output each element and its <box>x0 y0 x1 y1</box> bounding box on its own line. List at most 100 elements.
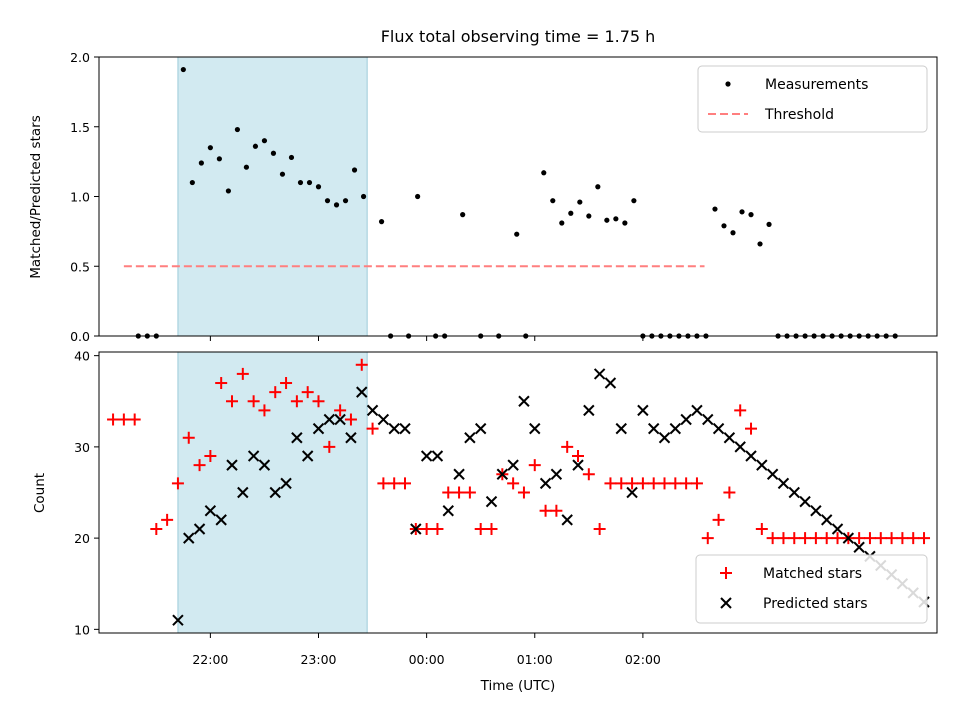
matched-star-marker <box>150 522 163 535</box>
x-axis-label: Time (UTC) <box>480 678 556 694</box>
matched-star-marker <box>107 413 120 426</box>
predicted-star-marker <box>615 422 627 435</box>
matched-star-marker <box>388 477 401 490</box>
matched-star-marker <box>377 477 390 490</box>
top-panel: 0.00.51.01.52.0 Matched/Predicted stars … <box>28 50 938 344</box>
bottom-observing-window-shade <box>177 352 368 633</box>
measurement-point <box>739 209 745 215</box>
top-axes-frame <box>98 56 938 337</box>
matched-star-marker <box>290 395 303 408</box>
matched-star-marker <box>647 477 660 490</box>
matched-star-marker <box>334 404 347 417</box>
matched-star-marker <box>399 477 412 490</box>
predicted-star-marker <box>485 495 498 508</box>
predicted-star-marker <box>431 450 444 462</box>
predicted-star-marker <box>583 404 595 417</box>
bottom-y-tick-label: 30 <box>74 440 90 455</box>
matched-star-marker <box>507 477 520 490</box>
measurement-point <box>252 143 259 149</box>
matched-star-marker <box>431 522 444 535</box>
measurement-point <box>189 179 195 186</box>
predicted-star-marker <box>301 450 314 462</box>
matched-star-marker <box>539 504 552 517</box>
measurement-point <box>622 220 628 226</box>
predicted-star-marker <box>518 395 530 407</box>
matched-star-marker <box>420 522 433 535</box>
predicted-star-marker <box>853 541 865 553</box>
top-observing-window-shade <box>177 57 368 336</box>
predicted-star-marker <box>474 422 487 435</box>
predicted-star-marker <box>831 523 844 535</box>
predicted-star-marker <box>323 413 336 426</box>
predicted-star-marker <box>723 432 736 444</box>
matched-star-marker <box>636 477 649 490</box>
x-tick-label: 22:00 <box>192 652 228 667</box>
matched-star-marker <box>896 532 909 545</box>
predicted-star-marker <box>658 432 671 444</box>
matched-star-marker <box>885 532 898 545</box>
predicted-star-marker <box>280 477 292 490</box>
matched-star-marker <box>463 486 476 499</box>
measurement-point <box>712 206 718 212</box>
predicted-star-marker <box>626 486 638 499</box>
top-y-tick-label: 2.0 <box>70 50 90 65</box>
matched-star-marker <box>669 477 682 490</box>
legend-predicted-marker <box>720 597 732 609</box>
matched-star-marker <box>723 486 736 499</box>
matched-star-marker <box>734 404 747 417</box>
predicted-star-marker <box>356 386 368 398</box>
bottom-axes-frame <box>98 351 938 634</box>
matched-star-marker <box>701 532 714 545</box>
matched-star-marker <box>355 358 368 371</box>
matched-star-marker <box>712 513 725 526</box>
measurement-point <box>766 221 772 227</box>
top-y-ticks: 0.0 0.5 1.0 1.5 2.0 <box>70 50 99 344</box>
legend-predicted-label: Predicted stars <box>763 596 868 612</box>
matched-star-marker <box>799 532 812 545</box>
measurement-point <box>378 219 385 225</box>
matched-star-marker <box>312 395 325 408</box>
matched-star-marker <box>766 532 779 545</box>
bottom-legend-box <box>695 554 928 624</box>
predicted-star-marker <box>691 404 703 417</box>
measurement-point <box>748 212 754 218</box>
matched-star-marker <box>572 450 585 463</box>
predicted-star-marker <box>258 459 271 471</box>
bottom-y-tick-label: 10 <box>74 622 90 637</box>
predicted-star-marker <box>745 450 757 462</box>
predicted-star-marker <box>799 495 811 508</box>
measurement-point <box>279 171 286 177</box>
matched-star-marker <box>204 450 217 463</box>
measurement-point <box>577 199 583 205</box>
predicted-star-marker <box>669 422 682 435</box>
predicted-star-marker <box>399 422 411 435</box>
measurement-point <box>333 202 340 208</box>
matched-star-marker <box>453 486 466 499</box>
measurement-point <box>234 126 241 133</box>
predicted-star-marker <box>388 422 400 435</box>
measurement-point <box>360 193 367 200</box>
predicted-star-marker <box>442 505 454 517</box>
predicted-star-marker <box>604 377 617 389</box>
predicted-star-marker <box>366 404 379 417</box>
matched-star-marker <box>745 422 758 435</box>
top-y-tick-label: 0.0 <box>70 329 90 344</box>
matched-star-marker <box>626 477 639 490</box>
measurement-point <box>730 230 736 236</box>
predicted-star-marker <box>734 441 746 453</box>
measurement-point <box>604 217 610 223</box>
matched-star-marker <box>853 532 866 545</box>
predicted-star-marker <box>647 422 660 435</box>
measurement-point <box>243 164 250 170</box>
legend-threshold-label: Threshold <box>764 107 834 123</box>
matched-star-marker <box>788 532 801 545</box>
measurement-point <box>270 150 277 156</box>
matched-star-marker <box>863 532 876 545</box>
matched-star-marker <box>215 377 228 390</box>
predicted-star-marker <box>712 422 725 435</box>
measurement-point <box>631 198 637 204</box>
matched-star-marker <box>344 413 357 426</box>
predicted-star-marker <box>410 523 422 535</box>
matched-star-marker <box>225 395 238 408</box>
measurement-point <box>514 231 520 237</box>
